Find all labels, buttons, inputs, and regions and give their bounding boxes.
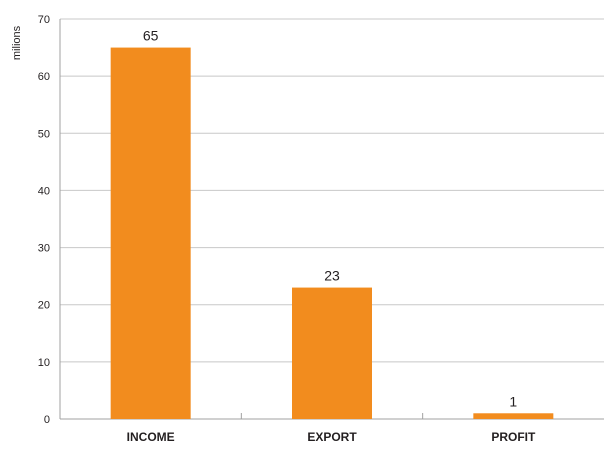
x-tick-marks — [240, 413, 424, 419]
y-tick-labels: 0 10 20 30 40 50 60 70 — [38, 14, 50, 426]
y-tick-label: 40 — [38, 185, 50, 197]
y-tick-label: 20 — [38, 300, 50, 312]
bar-profit — [473, 413, 554, 419]
data-label: 1 — [509, 393, 517, 409]
category-labels: INCOME EXPORT PROFIT — [127, 430, 536, 444]
y-tick-label: 10 — [38, 357, 50, 369]
y-axis-label: milions — [11, 25, 23, 60]
y-tick-label: 50 — [38, 128, 50, 140]
y-tick-label: 30 — [38, 243, 50, 255]
data-labels: 65 23 1 — [143, 28, 518, 410]
bar-export — [292, 287, 372, 419]
category-label: EXPORT — [307, 430, 357, 444]
category-label: PROFIT — [491, 430, 536, 444]
y-tick-label: 60 — [38, 71, 50, 83]
bar-income — [110, 47, 191, 419]
y-tick-label: 70 — [38, 14, 50, 26]
data-label: 23 — [324, 268, 340, 284]
y-tick-label: 0 — [44, 414, 50, 426]
bars — [110, 47, 554, 419]
category-label: INCOME — [127, 430, 175, 444]
data-label: 65 — [143, 28, 159, 44]
